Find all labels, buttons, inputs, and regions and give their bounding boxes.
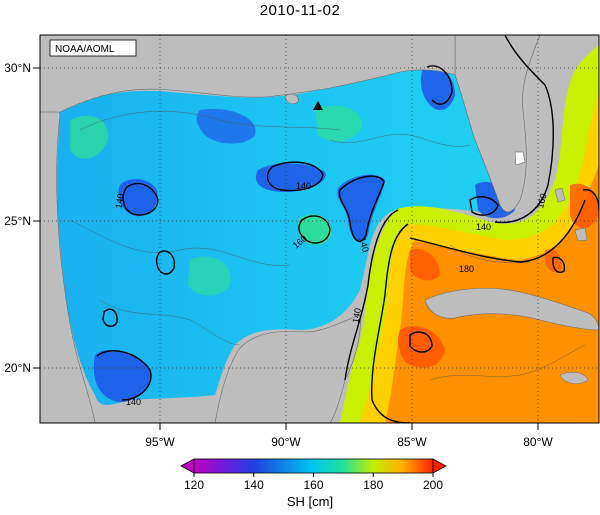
contour-label: 160 [535,192,549,209]
colorbar-min-arrow [180,458,195,474]
credit-box [49,39,137,57]
station-marker [313,101,323,110]
lat-tick-label: 20°N [4,361,31,375]
lat-tick-label: 25°N [4,214,31,228]
axis-ticks [33,67,539,430]
map-area: 140 140 140 160 140 180 160 140 140 NOAA… [40,35,599,423]
lon-tick-label: 95°W [145,435,175,449]
minor-contours [69,111,586,381]
florida [454,35,541,213]
credit-label: NOAA/AOML [55,44,115,55]
contour-labels: 140 140 140 160 140 180 160 140 140 [113,181,548,407]
colorbar-tick-label: 140 [244,478,264,492]
contour-label: 140 [351,307,363,324]
yucatan [214,314,361,423]
lon-tick-label: 80°W [523,435,553,449]
major-contours [96,35,599,423]
grid [40,35,599,423]
colorbar-tick-label: 160 [303,478,323,492]
map-frame [39,34,600,424]
gulf-water [57,63,512,405]
colorbar-bar [193,458,434,474]
contour-label: 140 [126,397,141,407]
colorbar-tick-label: 200 [423,478,443,492]
chart-title: 2010-11-02 [259,2,341,19]
contour-label: 140 [296,181,311,191]
contour-label: 140 [476,222,491,232]
lon-tick-label: 90°W [271,435,301,449]
lon-tick-label: 85°W [397,435,427,449]
colorbar-tick-label: 180 [363,478,383,492]
colorbar-max-arrow [432,458,447,474]
contour-label: 140 [357,236,371,253]
lat-tick-label: 30°N [4,61,31,75]
contour-label: 140 [113,193,125,210]
colorbar-label: SH [cm] [286,494,334,509]
colorbar: 120 140 160 180 200 [180,458,447,492]
contour-label: 180 [459,264,474,274]
colorbar-tick-label: 120 [184,478,204,492]
